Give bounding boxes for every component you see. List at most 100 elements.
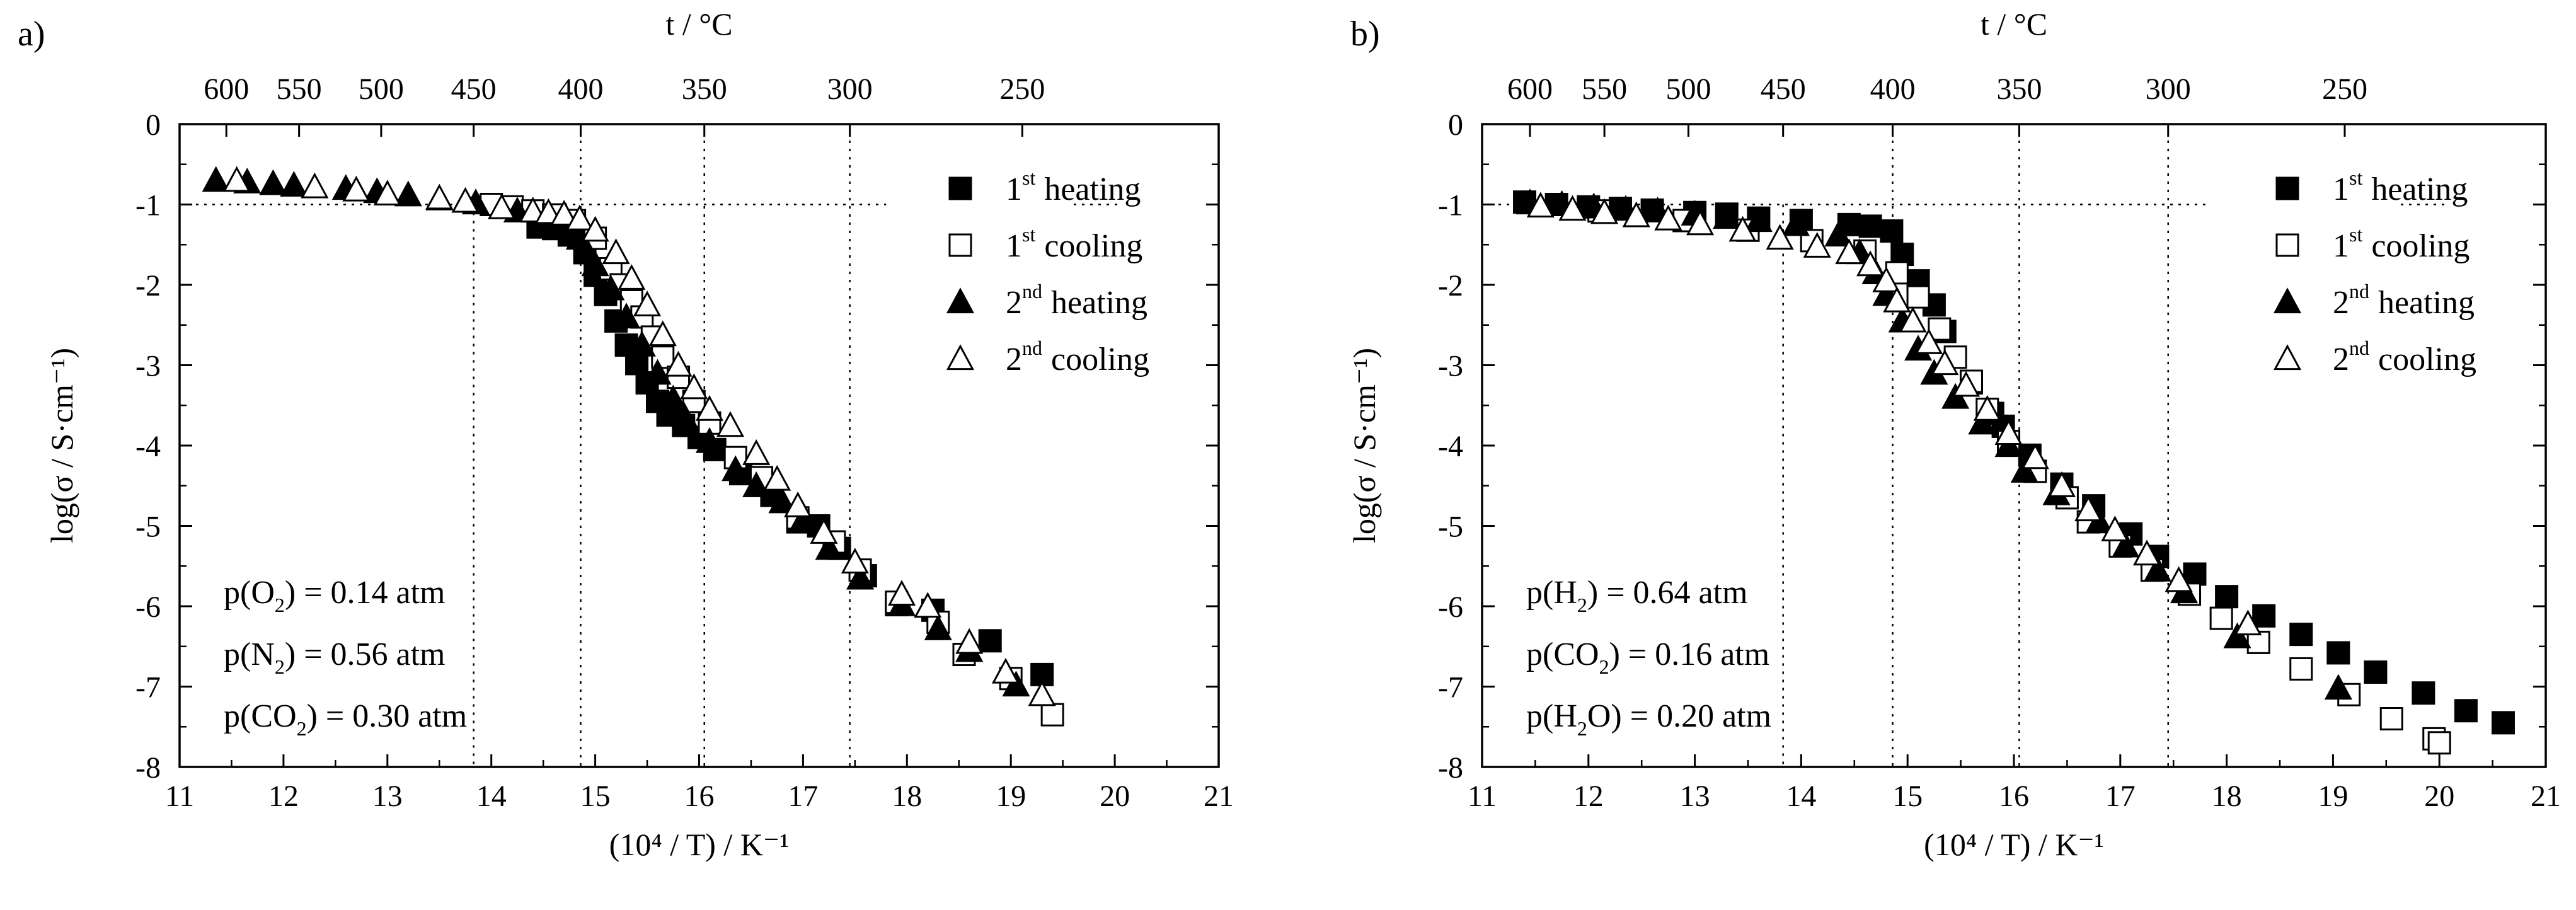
y-tick-label: -5	[135, 510, 161, 544]
data-point	[1781, 210, 1810, 236]
data-point	[2165, 566, 2193, 592]
y-tick-label: -4	[135, 430, 161, 463]
legend-label: 2nd cooling	[1006, 337, 1149, 377]
data-point	[2021, 443, 2049, 469]
data-point	[815, 534, 843, 560]
data-point	[1883, 286, 1911, 313]
data-point	[1028, 680, 1056, 706]
data-point	[846, 563, 875, 590]
y-tick-label: -2	[135, 269, 161, 302]
x-tick-label: 15	[580, 780, 611, 813]
top-tick-label: 350	[682, 72, 727, 106]
x-axis-label: (10⁴ / T) / K⁻¹	[1924, 827, 2104, 862]
data-point	[2101, 515, 2129, 541]
top-tick-label: 450	[451, 72, 497, 106]
data-point	[1968, 408, 1996, 435]
data-point	[695, 427, 724, 453]
y-tick-label: -3	[135, 350, 161, 383]
x-tick-label: 18	[892, 780, 922, 813]
data-point	[768, 487, 796, 514]
legend-marker	[2273, 287, 2302, 314]
data-point	[488, 193, 516, 219]
y-tick-label: 0	[1448, 108, 1463, 142]
x-tick-label: 12	[268, 780, 299, 813]
data-point	[2223, 622, 2251, 648]
x-tick-label: 15	[1892, 780, 1923, 813]
x-tick-label: 11	[165, 780, 194, 813]
data-point	[2289, 623, 2313, 647]
panel-label: b)	[1350, 14, 1380, 54]
x-tick-label: 20	[2424, 780, 2454, 813]
x-tick-label: 14	[1786, 780, 1816, 813]
data-point	[763, 464, 791, 491]
data-point	[680, 373, 708, 400]
condition-line: p(CO2) = 0.30 atm	[224, 698, 467, 740]
data-point	[1654, 204, 1682, 231]
data-point	[2324, 674, 2352, 700]
top-tick-label: 250	[999, 72, 1045, 106]
legend-label: 2nd heating	[2333, 280, 2475, 321]
data-point	[2412, 681, 2435, 705]
y-tick-label: -5	[1438, 510, 1463, 544]
data-point	[342, 175, 371, 202]
data-point	[1713, 203, 1741, 229]
conditions-text: p(H2) = 0.64 atm p(CO2) = 0.16 atm p(H2O) …	[1526, 575, 1771, 740]
data-point	[1803, 232, 1831, 258]
legend-label: 2nd heating	[1006, 280, 1147, 321]
data-point	[1856, 250, 1885, 277]
data-point	[1858, 214, 1882, 238]
data-point	[2215, 585, 2239, 609]
data-point	[280, 171, 308, 197]
x-tick-label: 11	[1468, 780, 1497, 813]
legend-label: 1st cooling	[1006, 223, 1142, 264]
data-point	[1835, 238, 1863, 265]
data-point	[1040, 703, 1064, 727]
data-point	[2326, 641, 2350, 665]
x-tick-label: 12	[1573, 780, 1604, 813]
top-tick-label: 400	[558, 72, 604, 106]
condition-line: p(O2) = 0.14 atm	[224, 575, 446, 616]
data-point	[1622, 201, 1650, 228]
data-point	[2427, 731, 2451, 755]
legend: 1st heating 1st cooling 2nd heating 2nd cooling	[946, 166, 1149, 377]
x-tick-label: 13	[372, 780, 403, 813]
condition-line: p(CO2) = 0.16 atm	[1526, 636, 1769, 678]
condition-line: p(N2) = 0.56 atm	[224, 636, 446, 678]
data-point	[810, 517, 838, 544]
data-point	[581, 250, 609, 277]
y-tick-label: -8	[135, 751, 161, 785]
x-tick-label: 16	[684, 780, 715, 813]
data-point	[202, 166, 230, 192]
data-point	[425, 183, 454, 210]
data-point	[1558, 195, 1587, 221]
data-point	[2379, 707, 2403, 730]
data-point	[2183, 562, 2207, 586]
data-point	[451, 187, 480, 213]
data-point	[991, 657, 1020, 684]
chart-panel-a: 11 12 13 14 15 16 17 18 19 20 21 0 -1 -2 -3 -4 -5 -6 -7 -8 6…	[18, 6, 1234, 862]
data-point	[841, 548, 869, 573]
legend-marker	[948, 176, 972, 200]
x-tick-label: 20	[1100, 780, 1130, 813]
legend-marker	[946, 344, 975, 371]
data-point	[2454, 699, 2478, 723]
legend-label: 2nd cooling	[2333, 337, 2476, 377]
top-axis-label: t / °C	[665, 6, 732, 42]
top-tick-label: 600	[204, 72, 249, 106]
data-point	[664, 350, 693, 377]
x-tick-label: 17	[2105, 780, 2136, 813]
data-point	[301, 172, 329, 199]
y-tick-label: 0	[146, 108, 161, 142]
top-tick-label: 500	[359, 72, 404, 106]
data-point	[222, 166, 251, 192]
data-point	[2209, 606, 2233, 630]
data-point	[1766, 224, 1794, 250]
data-point	[2252, 604, 2276, 628]
top-tick-label: 250	[2322, 72, 2367, 106]
y-tick-label: -1	[1438, 189, 1463, 222]
top-tick-label: 350	[1996, 72, 2042, 106]
data-point	[1002, 671, 1030, 697]
data-point	[1880, 219, 1904, 243]
data-point	[628, 330, 656, 357]
